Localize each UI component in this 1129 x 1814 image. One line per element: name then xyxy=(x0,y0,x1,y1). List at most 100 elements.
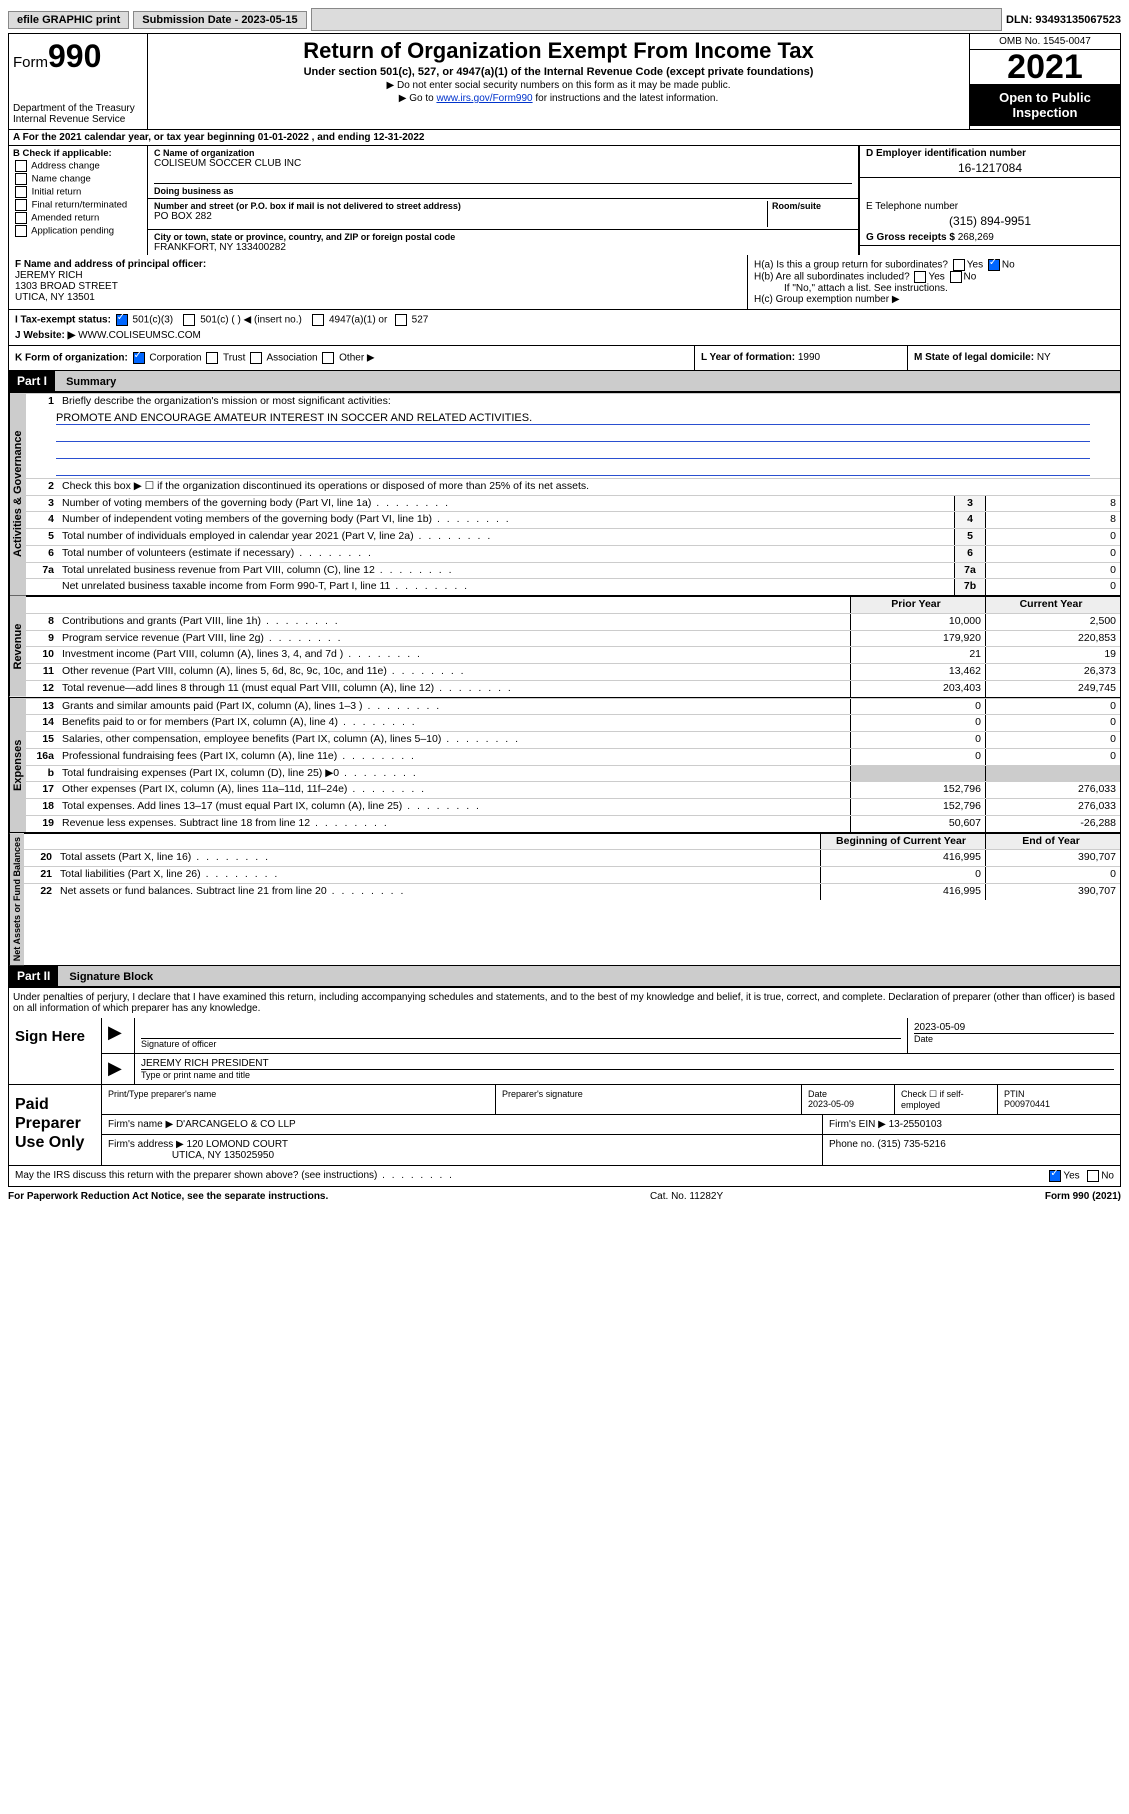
summary-line: 11Other revenue (Part VIII, column (A), … xyxy=(26,663,1120,680)
paid-preparer-label: Paid Preparer Use Only xyxy=(9,1085,101,1165)
addr-value: PO BOX 282 xyxy=(154,211,767,222)
form-header: Form990 Department of the Treasury Inter… xyxy=(8,33,1121,129)
vtab-governance: Activities & Governance xyxy=(9,393,26,595)
i-opt3: 527 xyxy=(412,315,429,326)
sign-here-block: Sign Here ▶ Signature of officer 2023-05… xyxy=(8,1018,1121,1085)
i-527-checkbox[interactable] xyxy=(395,314,407,326)
officer-addr2: UTICA, NY 13501 xyxy=(15,292,741,303)
firm-phone-lbl: Phone no. xyxy=(829,1139,875,1150)
q2-label: Check this box ▶ ☐ if the organization d… xyxy=(60,479,1120,495)
vtab-revenue: Revenue xyxy=(9,596,26,697)
hb-label: H(b) Are all subordinates included? xyxy=(754,272,910,283)
section-fh: F Name and address of principal officer:… xyxy=(8,255,1121,310)
k-label: K Form of organization: xyxy=(15,353,128,364)
governance-grid: Activities & Governance 1Briefly describ… xyxy=(8,393,1121,596)
summary-line: 15Salaries, other compensation, employee… xyxy=(26,731,1120,748)
summary-line: Net unrelated business taxable income fr… xyxy=(26,578,1120,595)
footer-right: Form 990 (2021) xyxy=(1045,1191,1121,1202)
col-current-hdr: Current Year xyxy=(985,597,1120,613)
firm-name-val: D'ARCANGELO & CO LLP xyxy=(176,1119,296,1130)
ha-no-checkbox[interactable] xyxy=(988,259,1000,271)
penalty-text: Under penalties of perjury, I declare th… xyxy=(8,988,1121,1018)
ha-yes-checkbox[interactable] xyxy=(953,259,965,271)
addr-caption: Number and street (or P.O. box if mail i… xyxy=(154,201,767,211)
summary-line: 6Total number of volunteers (estimate if… xyxy=(26,545,1120,562)
summary-line: 10Investment income (Part VIII, column (… xyxy=(26,646,1120,663)
m-label: M State of legal domicile: xyxy=(914,352,1037,363)
colb-checkbox-item[interactable]: Name change xyxy=(13,173,143,185)
sign-here-label: Sign Here xyxy=(9,1018,101,1084)
i-501c3-checkbox[interactable] xyxy=(116,314,128,326)
phone-value: (315) 894-9951 xyxy=(866,214,1114,228)
col-begin-hdr: Beginning of Current Year xyxy=(820,834,985,850)
firm-addr-lbl: Firm's address ▶ xyxy=(108,1139,184,1150)
summary-line: 5Total number of individuals employed in… xyxy=(26,528,1120,545)
hb-yes-checkbox[interactable] xyxy=(914,271,926,283)
may-no-checkbox[interactable] xyxy=(1087,1170,1099,1182)
summary-line: 18Total expenses. Add lines 13–17 (must … xyxy=(26,798,1120,815)
colb-checkbox-item[interactable]: Address change xyxy=(13,160,143,172)
section-klm: K Form of organization: Corporation Trus… xyxy=(8,346,1121,371)
page-footer: For Paperwork Reduction Act Notice, see … xyxy=(8,1187,1121,1206)
expenses-grid: Expenses 13Grants and similar amounts pa… xyxy=(8,698,1121,833)
room-caption: Room/suite xyxy=(772,201,852,211)
k-other-checkbox[interactable] xyxy=(322,352,334,364)
header-left: Form990 Department of the Treasury Inter… xyxy=(9,34,148,129)
k-trust-checkbox[interactable] xyxy=(206,352,218,364)
may-yes-checkbox[interactable] xyxy=(1049,1170,1061,1182)
gross-value: 268,269 xyxy=(958,232,994,243)
i-501c-checkbox[interactable] xyxy=(183,314,195,326)
i-4947-checkbox[interactable] xyxy=(312,314,324,326)
k-corp-checkbox[interactable] xyxy=(133,352,145,364)
firm-name-lbl: Firm's name ▶ xyxy=(108,1119,173,1130)
colb-checkbox-item[interactable]: Initial return xyxy=(13,186,143,198)
section-ij: I Tax-exempt status: 501(c)(3) 501(c) ( … xyxy=(8,310,1121,346)
vtab-expenses: Expenses xyxy=(9,698,26,832)
q1-label: Briefly describe the organization's miss… xyxy=(60,394,1120,410)
ptin-hdr: PTIN xyxy=(1004,1089,1025,1099)
hb-no-checkbox[interactable] xyxy=(950,271,962,283)
tax-year: 2021 xyxy=(970,50,1120,84)
open-public-box: Open to Public Inspection xyxy=(970,84,1120,126)
vtab-netassets: Net Assets or Fund Balances xyxy=(9,833,24,965)
prep-sig-hdr: Preparer's signature xyxy=(496,1085,802,1114)
i-label: I Tax-exempt status: xyxy=(15,315,111,326)
section-bcd: B Check if applicable: Address change Na… xyxy=(8,146,1121,255)
summary-line: 19Revenue less expenses. Subtract line 1… xyxy=(26,815,1120,832)
form-number: 990 xyxy=(48,38,101,74)
footer-left: For Paperwork Reduction Act Notice, see … xyxy=(8,1191,328,1202)
prep-date-val: 2023-05-09 xyxy=(808,1099,854,1109)
firm-phone-val: (315) 735-5216 xyxy=(877,1139,945,1150)
l-label: L Year of formation: xyxy=(701,352,798,363)
note-ssn: ▶ Do not enter social security numbers o… xyxy=(152,80,965,91)
k-assoc-checkbox[interactable] xyxy=(250,352,262,364)
dba-caption: Doing business as xyxy=(154,186,852,196)
efile-button[interactable]: efile GRAPHIC print xyxy=(8,11,129,29)
summary-line: bTotal fundraising expenses (Part IX, co… xyxy=(26,765,1120,782)
irs-link[interactable]: www.irs.gov/Form990 xyxy=(436,93,532,104)
colb-checkbox-item[interactable]: Final return/terminated xyxy=(13,199,143,211)
signer-name: JEREMY RICH PRESIDENT xyxy=(141,1058,1114,1069)
k-opt3: Other ▶ xyxy=(339,353,374,364)
firm-ein-val: 13-2550103 xyxy=(889,1119,942,1130)
city-value: FRANKFORT, NY 133400282 xyxy=(154,242,852,253)
colb-checkbox-item[interactable]: Application pending xyxy=(13,225,143,237)
org-name: COLISEUM SOCCER CLUB INC xyxy=(154,158,852,169)
sign-date-caption: Date xyxy=(914,1033,1114,1044)
colb-checkbox-item[interactable]: Amended return xyxy=(13,212,143,224)
submission-date-button[interactable]: Submission Date - 2023-05-15 xyxy=(133,11,306,29)
summary-line: 16aProfessional fundraising fees (Part I… xyxy=(26,748,1120,765)
summary-line: 22Net assets or fund balances. Subtract … xyxy=(24,883,1120,900)
header-mid: Return of Organization Exempt From Incom… xyxy=(148,34,969,129)
paid-preparer-block: Paid Preparer Use Only Print/Type prepar… xyxy=(8,1085,1121,1166)
may-discuss-label: May the IRS discuss this return with the… xyxy=(15,1170,1047,1182)
part-i-title: Summary xyxy=(58,373,124,391)
k-opt1: Trust xyxy=(223,353,245,364)
f-caption: F Name and address of principal officer: xyxy=(15,259,206,270)
c-name-caption: C Name of organization xyxy=(154,148,852,158)
hb-note: If "No," attach a list. See instructions… xyxy=(754,283,1114,294)
summary-line: 7aTotal unrelated business revenue from … xyxy=(26,562,1120,579)
footer-mid: Cat. No. 11282Y xyxy=(328,1191,1045,1202)
m-value: NY xyxy=(1037,352,1051,363)
col-c: C Name of organization COLISEUM SOCCER C… xyxy=(148,146,1120,255)
